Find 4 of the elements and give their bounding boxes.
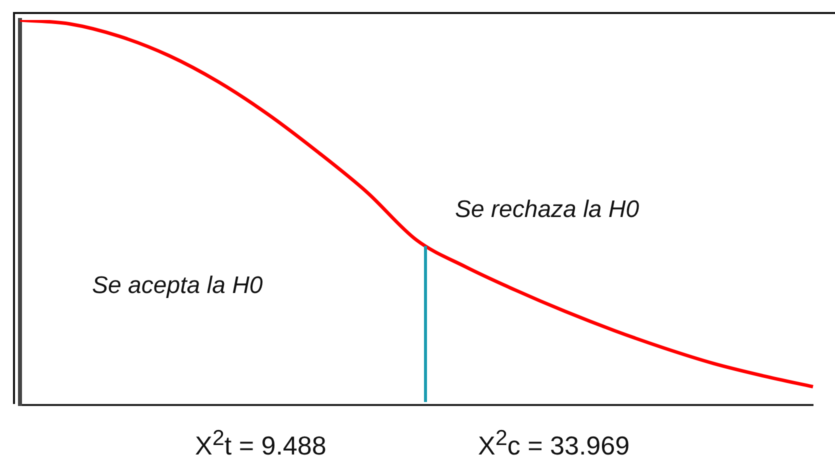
annotation: Se rechaza la H0: [455, 196, 640, 224]
text: X$^{2}$t = 9.488: [195, 425, 326, 459]
annotation: Se acepta la H0: [92, 272, 263, 300]
text: X$^{2}$c = 33.969: [478, 425, 630, 459]
